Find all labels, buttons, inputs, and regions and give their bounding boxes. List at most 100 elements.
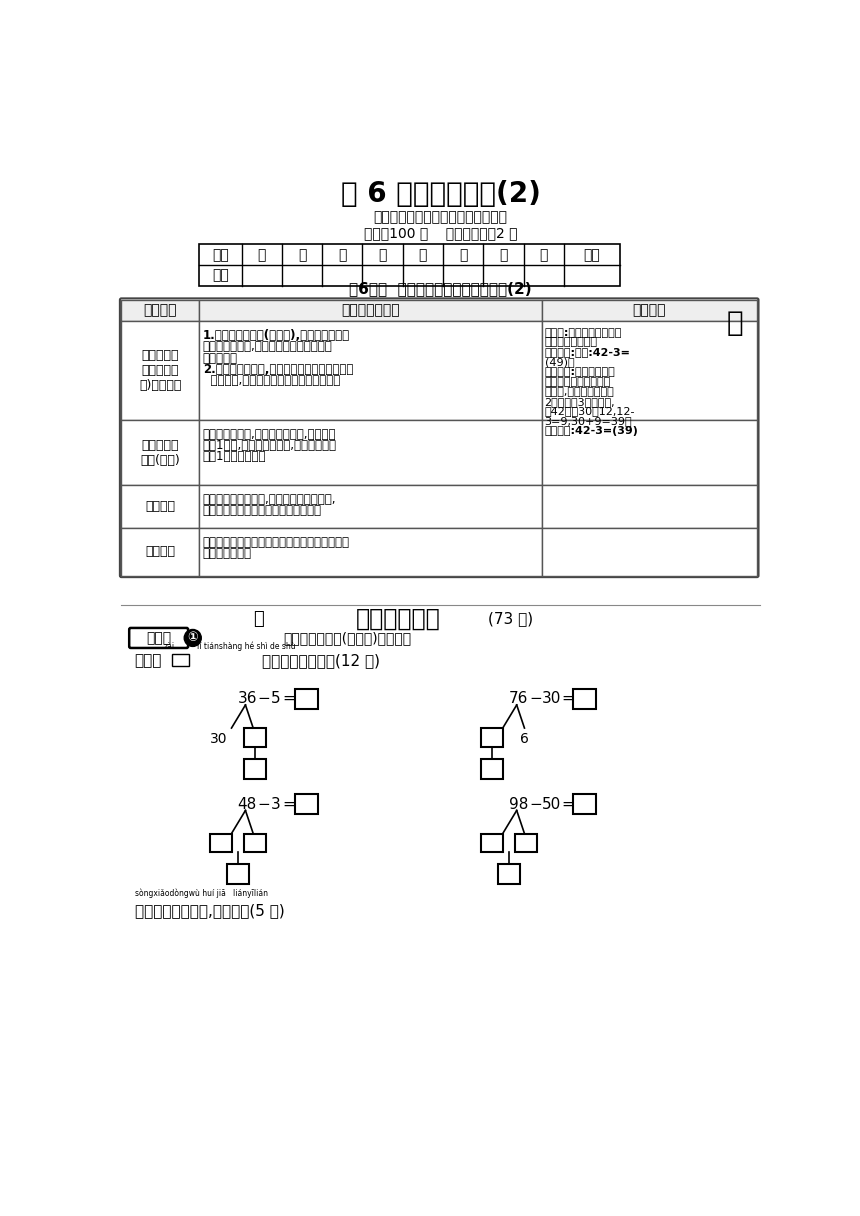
Text: 98: 98 xyxy=(509,796,528,812)
Text: zài: zài xyxy=(163,642,175,651)
Text: 易错点:未掌握两位数减一: 易错点:未掌握两位数减一 xyxy=(544,327,622,338)
Text: 易错总结: 易错总结 xyxy=(632,304,666,317)
Text: 错因分析:此题错在未掌: 错因分析:此题错在未掌 xyxy=(544,367,616,377)
Text: 二、送小动物回家,连一连。(5 分): 二、送小动物回家,连一连。(5 分) xyxy=(135,903,285,918)
Text: 八: 八 xyxy=(539,248,548,261)
Bar xyxy=(199,420,542,485)
Bar xyxy=(227,865,249,884)
Bar xyxy=(295,794,318,815)
Text: 基本概念与性质: 基本概念与性质 xyxy=(341,304,400,317)
Text: 两位数减一
位数（不退
位)、整十数: 两位数减一 位数（不退 位)、整十数 xyxy=(139,349,181,393)
Text: 得分: 得分 xyxy=(212,269,229,282)
Bar xyxy=(542,528,757,575)
Text: 里填上合适的数。(12 分): 里填上合适的数。(12 分) xyxy=(262,653,380,668)
Text: 混合运算: 混合运算 xyxy=(145,500,175,513)
Text: 单元考点: 单元考点 xyxy=(144,304,177,317)
Bar xyxy=(481,833,503,852)
Text: 两位数减一位数(不退位)、整十数: 两位数减一位数(不退位)、整十数 xyxy=(284,631,412,644)
Text: (73 分): (73 分) xyxy=(488,612,533,626)
Bar xyxy=(542,420,757,485)
Text: 3: 3 xyxy=(271,796,280,812)
Text: 第6单元  考点梳理与易错总结一览表(2): 第6单元 考点梳理与易错总结一览表(2) xyxy=(349,282,532,297)
Text: 36: 36 xyxy=(237,691,257,706)
Bar xyxy=(121,485,199,528)
Text: 没有括号的要按从左往右的顺序计算。: 没有括号的要按从左往右的顺序计算。 xyxy=(203,505,322,517)
Text: 30: 30 xyxy=(211,732,228,745)
Text: 的几十数。: 的几十数。 xyxy=(203,351,238,365)
Bar xyxy=(481,728,503,747)
Text: (49)。: (49)。 xyxy=(544,358,574,367)
Text: 一个算式里有小括号,要先算小括号里面的,: 一个算式里有小括号,要先算小括号里面的, xyxy=(203,494,336,506)
Text: 30: 30 xyxy=(543,691,562,706)
Text: lǐ tiánshàng hé shì de shù: lǐ tiánshàng hé shì de shù xyxy=(197,642,295,651)
Bar xyxy=(121,300,199,321)
Text: −: − xyxy=(529,796,542,812)
Text: 四: 四 xyxy=(378,248,387,261)
Text: 正确解答:42-3=(39): 正确解答:42-3=(39) xyxy=(544,426,638,437)
Text: −: − xyxy=(258,691,271,706)
Text: 6: 6 xyxy=(520,732,529,745)
Bar xyxy=(199,528,542,575)
Text: 七: 七 xyxy=(500,248,507,261)
Bar xyxy=(542,300,757,321)
Text: 把42分成30和12,12-: 把42分成30和12,12- xyxy=(544,406,635,417)
Text: 两位数减一位数,若个位数不够减,直接从十: 两位数减一位数,若个位数不够减,直接从十 xyxy=(203,428,336,440)
Bar xyxy=(244,728,266,747)
Text: 50: 50 xyxy=(543,796,562,812)
Bar xyxy=(542,485,757,528)
Bar xyxy=(121,420,199,485)
Bar xyxy=(515,833,537,852)
Text: 1.两位数减一位数(不退位),先用两位数个位: 1.两位数减一位数(不退位),先用两位数个位 xyxy=(203,330,350,342)
Text: ①: ① xyxy=(187,631,198,644)
Bar xyxy=(295,688,318,709)
Text: 解决问题: 解决问题 xyxy=(145,545,175,558)
Text: 去整十数,得数再加上两位数个位上的数。: 去整十数,得数再加上两位数个位上的数。 xyxy=(203,373,340,387)
Text: 一: 一 xyxy=(257,248,266,261)
Text: 上的数减一位数,再用得数加两位数十位上: 上的数减一位数,再用得数加两位数十位上 xyxy=(203,340,333,354)
Text: 三: 三 xyxy=(338,248,347,261)
Bar xyxy=(172,654,189,666)
Text: =: = xyxy=(283,796,295,812)
Text: 五: 五 xyxy=(419,248,427,261)
Text: 二: 二 xyxy=(298,248,306,261)
Text: 两位数减一
位数(退位): 两位数减一 位数(退位) xyxy=(140,439,180,467)
Text: 可以采用连加、连减及数一数、列表等多种策略: 可以采用连加、连减及数一数、列表等多种策略 xyxy=(203,535,350,548)
Bar xyxy=(244,759,266,779)
Text: 2.两位数减整十数,用两位数十位上的几十数减: 2.两位数减整十数,用两位数十位上的几十数减 xyxy=(203,362,353,376)
Text: 错题剖析:计算:42-3=: 错题剖析:计算:42-3= xyxy=(544,348,630,358)
FancyBboxPatch shape xyxy=(129,627,188,648)
Text: 算方法,两位数的个位数: 算方法,两位数的个位数 xyxy=(544,387,614,396)
Bar xyxy=(244,833,266,852)
Text: 满分：100 分    试卷整洁分：2 分: 满分：100 分 试卷整洁分：2 分 xyxy=(364,226,518,240)
Text: 解决实际问题。: 解决实际问题。 xyxy=(203,547,252,559)
Text: sòngxiǎodòngwù huí jiā   liányīlián: sòngxiǎodòngwù huí jiā liányīlián xyxy=(135,889,267,899)
Bar xyxy=(121,528,199,575)
Bar xyxy=(199,300,542,321)
Bar xyxy=(573,794,596,815)
Text: 基础技能达标: 基础技能达标 xyxy=(356,607,440,631)
Text: 六: 六 xyxy=(459,248,468,261)
Bar xyxy=(481,759,503,779)
Bar xyxy=(199,485,542,528)
Text: 3=9,30+9=39。: 3=9,30+9=39。 xyxy=(544,416,632,427)
Bar xyxy=(498,865,519,884)
Text: 一、在: 一、在 xyxy=(135,653,162,668)
Text: =: = xyxy=(283,691,295,706)
Text: 常考点: 常考点 xyxy=(146,631,171,644)
Text: 上借1后剩下的数。: 上借1后剩下的数。 xyxy=(203,450,267,463)
Bar xyxy=(542,321,757,420)
Text: =: = xyxy=(562,691,574,706)
Text: 76: 76 xyxy=(509,691,528,706)
Text: 总分: 总分 xyxy=(583,248,600,261)
Bar xyxy=(210,833,231,852)
Text: 第 6 单元强化训练(2): 第 6 单元强化训练(2) xyxy=(341,180,541,208)
Text: −: − xyxy=(258,796,271,812)
Text: 48: 48 xyxy=(237,796,257,812)
Circle shape xyxy=(184,630,201,647)
Text: 2减一位数3不够减时,: 2减一位数3不够减时, xyxy=(544,396,615,406)
Text: 握两位数减一位数的计: 握两位数减一位数的计 xyxy=(544,377,611,387)
Bar xyxy=(199,321,542,420)
Text: 位数的退位减法。: 位数的退位减法。 xyxy=(544,338,598,348)
Text: 位借1作十,减去这个一位数,所得的差再加: 位借1作十,减去这个一位数,所得的差再加 xyxy=(203,439,337,452)
Bar xyxy=(121,321,199,420)
